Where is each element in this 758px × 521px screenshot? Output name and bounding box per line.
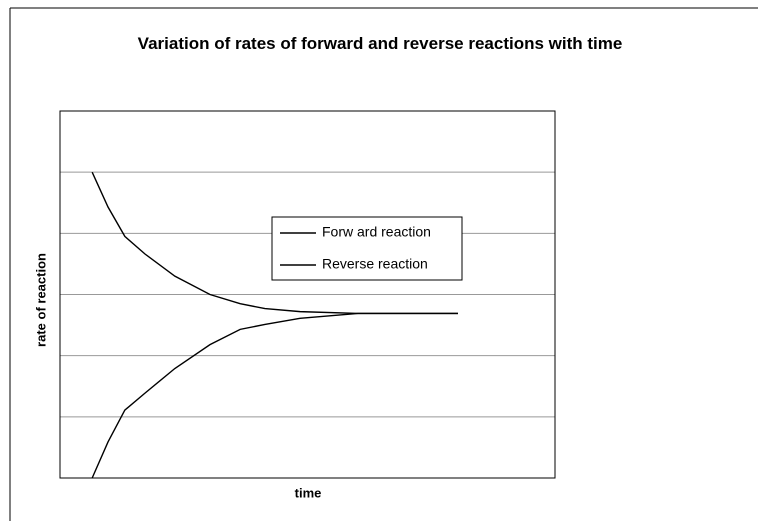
legend-label: Reverse reaction <box>322 256 428 272</box>
series-line <box>91 312 458 479</box>
grid <box>60 171 555 418</box>
series-line <box>91 171 458 315</box>
x-axis-label: time <box>295 485 322 500</box>
legend-label: Forw ard reaction <box>322 224 431 240</box>
legend: Forw ard reaction Reverse reaction <box>280 224 431 272</box>
lines <box>91 171 458 479</box>
chart-title: Variation of rates of forward and revers… <box>137 34 623 53</box>
plot-frame <box>59 110 556 479</box>
legend-box <box>271 216 463 281</box>
y-axis-label: rate of reaction <box>33 253 48 347</box>
